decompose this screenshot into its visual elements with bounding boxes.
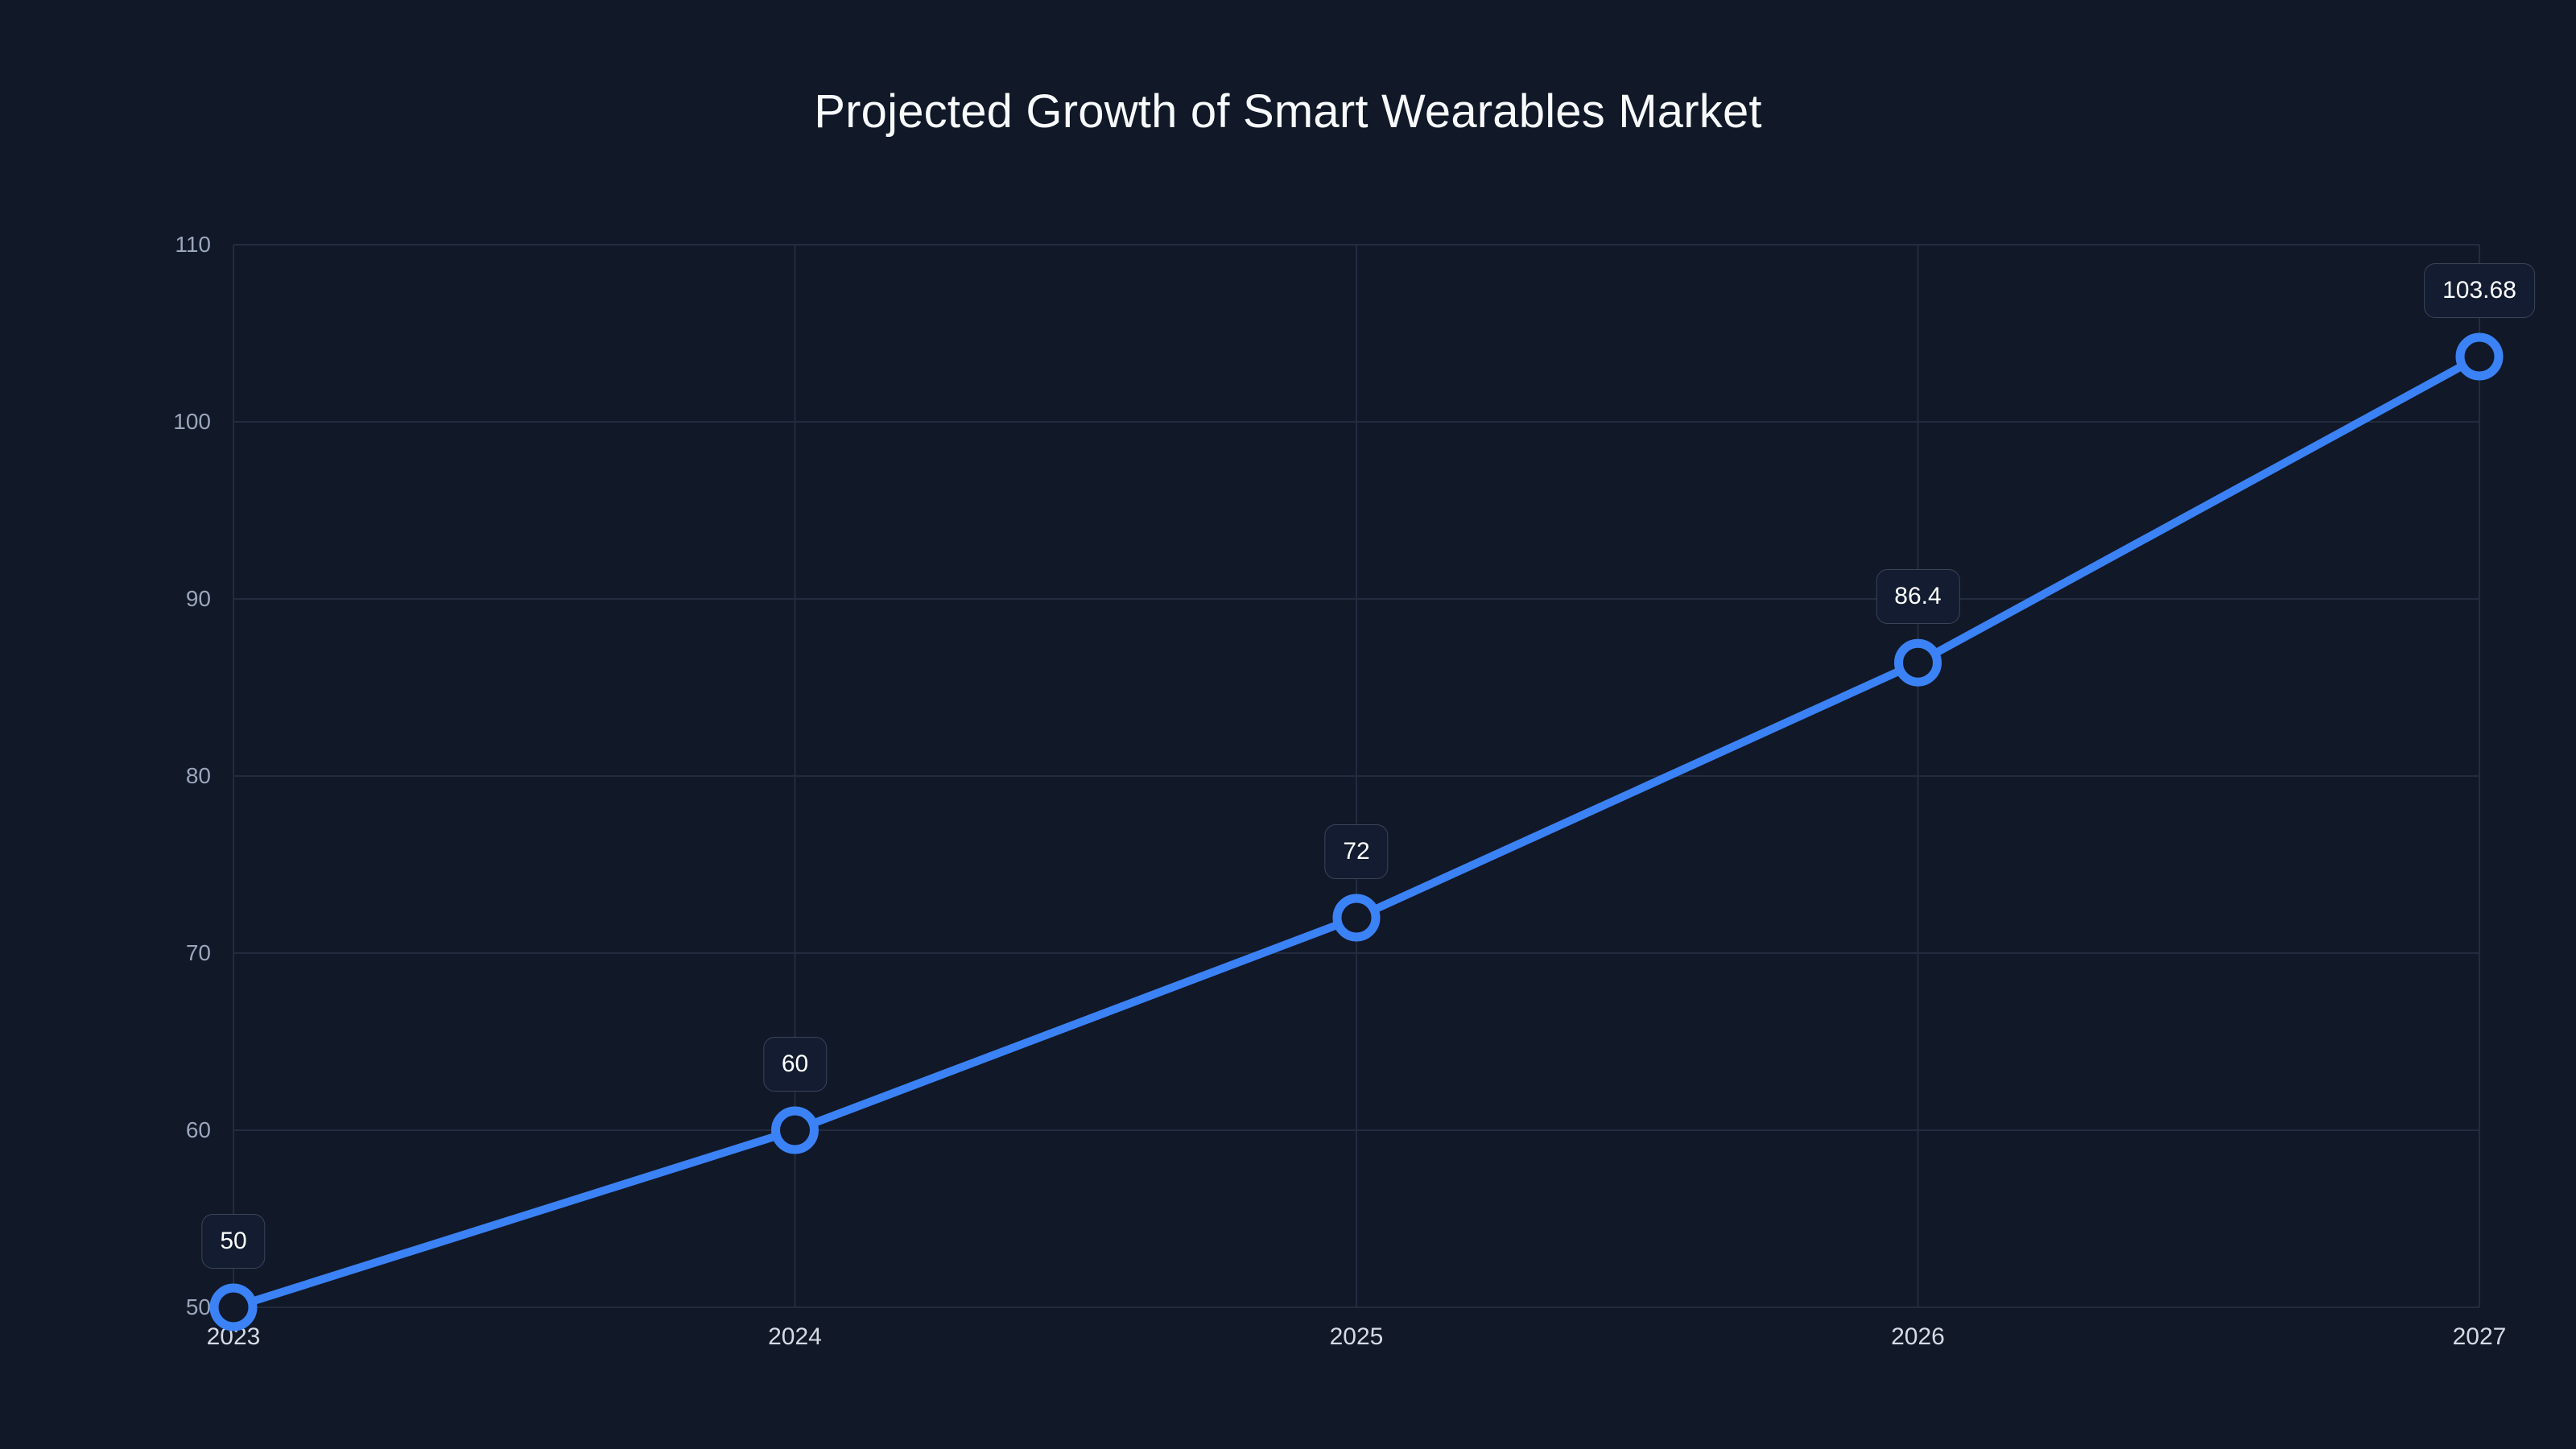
y-axis-tick-label: 110 <box>175 232 211 257</box>
x-axis-tick-label: 2026 <box>1891 1323 1945 1350</box>
data-point-value-badge: 103.68 <box>2424 263 2535 319</box>
plot-area <box>233 245 2479 1307</box>
y-axis-tick-label: 50 <box>185 1294 211 1319</box>
y-axis-tick-label: 90 <box>185 586 211 611</box>
data-point-value-badge: 60 <box>762 1037 828 1092</box>
data-point-value-badge: 50 <box>201 1214 266 1269</box>
y-axis-tick-label: 60 <box>185 1117 211 1142</box>
data-point-value-badge: 86.4 <box>1876 569 1960 625</box>
data-series-line <box>233 245 2479 1307</box>
x-axis-tick-label: 2027 <box>2452 1323 2507 1350</box>
data-point-value-badge: 72 <box>1324 824 1389 879</box>
x-axis-tick-label: 2025 <box>1329 1323 1384 1350</box>
chart-title: Projected Growth of Smart Wearables Mark… <box>814 85 1762 138</box>
y-axis-tick-label: 80 <box>185 763 211 788</box>
y-axis-tick-label: 100 <box>173 409 211 434</box>
x-axis-tick-label: 2024 <box>768 1323 822 1350</box>
y-axis-tick-label: 70 <box>185 940 211 965</box>
